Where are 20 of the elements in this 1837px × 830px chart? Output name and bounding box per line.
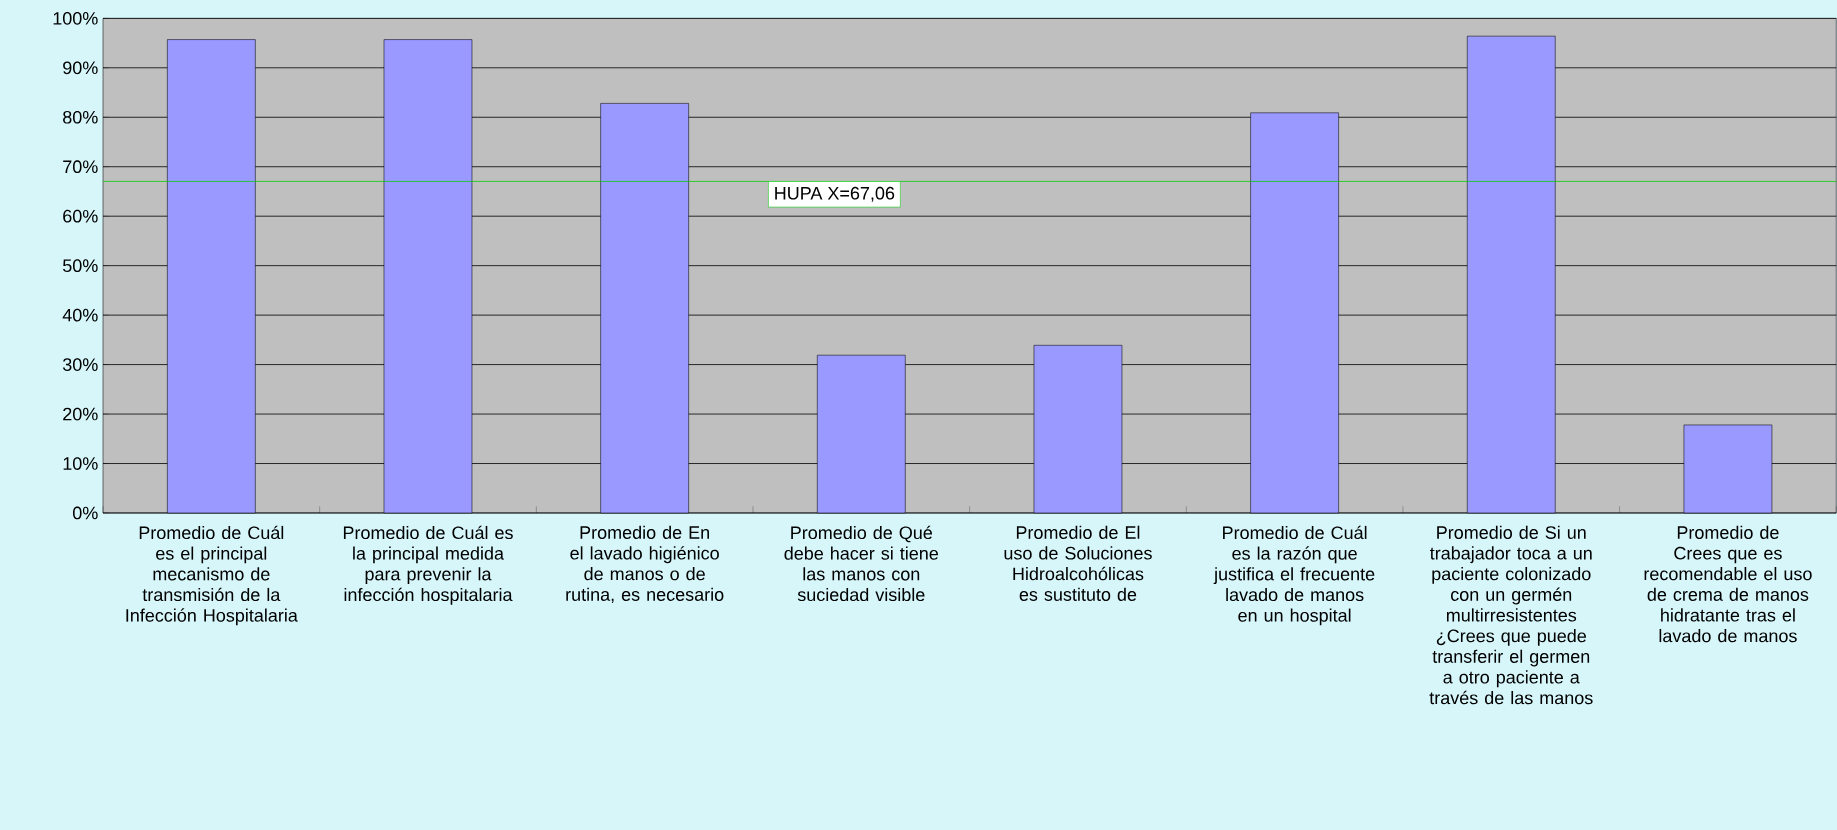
- x-tick-label: Promedio de Crees que es recomendable el uso de crema de manos hidratante tras el lavado de manos: [1644, 525, 1812, 643]
- y-tick-label: 30%: [62, 358, 98, 371]
- y-tick-label: 10%: [63, 457, 98, 470]
- y-tick-label: 0%: [73, 506, 98, 520]
- x-tick-label: Promedio de Qué debe hacer si tiene las manos con suciedad visible: [784, 525, 939, 602]
- x-tick-label: Promedio de Cuál es el principal mecanismo de transmisión de la Infección Hospitalaria: [126, 525, 298, 626]
- y-tick-label: 40%: [62, 308, 98, 322]
- x-tick-label: Promedio de En el lavado higiénico de manos o de rutina, es necesario: [566, 525, 724, 604]
- x-tick-label: Promedio de Cuál es la razón que justifica el frecuente lavado de manos en un hospital: [1213, 525, 1375, 626]
- y-tick-label: 50%: [62, 259, 98, 273]
- x-tick-label: Promedio de El uso de Soluciones Hidroalcohólicas es sustituto de: [1004, 525, 1152, 601]
- y-tick-label: 90%: [63, 61, 98, 75]
- x-tick-label: Promedio de Cuál es la principal medida para prevenir la infección hospitalaria: [343, 525, 513, 605]
- y-tick-label: 100%: [53, 11, 98, 25]
- y-tick-label: 20%: [63, 407, 98, 421]
- y-tick-label: 80%: [63, 110, 98, 124]
- category-label: Promedio de Si un trabajador toca a un paciente colonizado con un germén multirresistentes ¿Crees que puede transferir el germen a otro paciente a través de las manos: [1429, 525, 1593, 705]
- y-tick-label: 60%: [63, 209, 98, 223]
- ref-line-label: HUPA X=67,06: [775, 186, 895, 202]
- y-tick-label: 70%: [63, 160, 98, 174]
